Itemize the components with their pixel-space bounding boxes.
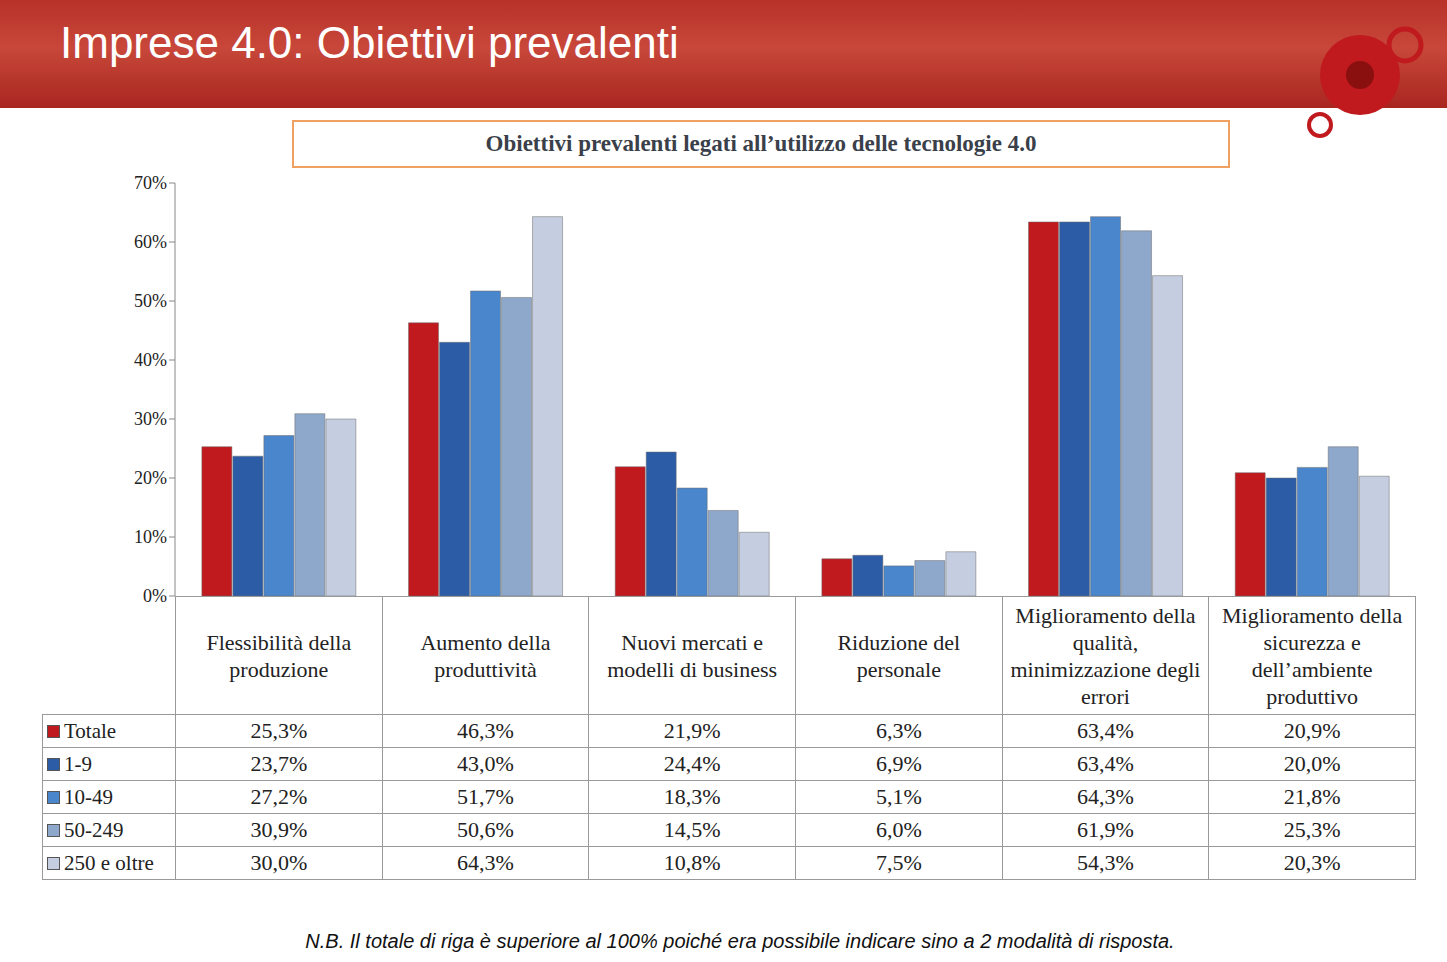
html-text:Nuovi mercati e modelli di bus: Nuovi mercati e modelli di business xyxy=(607,629,778,682)
html-text:24,4%: 24,4% xyxy=(663,751,721,776)
html-text:Totale: Totale xyxy=(64,718,117,743)
html-text:23,7%: 23,7% xyxy=(250,751,308,776)
svg-text:30%: 30% xyxy=(134,409,167,429)
svg-text:0%: 0% xyxy=(143,586,167,607)
html-text:5,1%: 5,1% xyxy=(875,784,922,809)
html-text:N.B. Il totale di riga è super: N.B. Il totale di riga è superiore al 10… xyxy=(305,930,1175,952)
html-text:6,9%: 6,9% xyxy=(875,751,922,776)
html-text:Flessibilità della produzione: Flessibilità della produzione xyxy=(206,629,352,682)
html-text:1-9: 1-9 xyxy=(64,751,92,776)
html-text:63,4%: 63,4% xyxy=(1077,718,1134,743)
html-text:21,9%: 21,9% xyxy=(663,718,721,743)
html-text:50-249: 50-249 xyxy=(64,817,124,842)
html-text:6,3%: 6,3% xyxy=(875,718,922,743)
html-text:27,2%: 27,2% xyxy=(250,784,308,809)
html-text:18,3%: 18,3% xyxy=(663,784,721,809)
html-text:Imprese 4.0: Obiettivi prevale: Imprese 4.0: Obiettivi prevalenti xyxy=(60,18,679,67)
html-text:7,5%: 7,5% xyxy=(875,850,922,875)
html-text:64,3%: 64,3% xyxy=(1077,784,1134,809)
html-text:21,8%: 21,8% xyxy=(1283,784,1341,809)
svg-text:10%: 10% xyxy=(134,527,167,547)
html-text:30,9%: 30,9% xyxy=(250,817,308,842)
html-text:250 e oltre: 250 e oltre xyxy=(64,850,154,875)
html-text:20,9%: 20,9% xyxy=(1283,718,1341,743)
html-text:Miglioramento della qualità, m: Miglioramento della qualità, minimizzazi… xyxy=(1010,602,1201,709)
html-text:10-49: 10-49 xyxy=(64,784,113,809)
html-text:20,0%: 20,0% xyxy=(1283,751,1341,776)
html-text:Aumento della produttività: Aumento della produttività xyxy=(420,629,551,682)
svg-text:20%: 20% xyxy=(134,468,167,488)
html-text:14,5%: 14,5% xyxy=(663,817,721,842)
html-text:Riduzione del personale: Riduzione del personale xyxy=(837,629,961,682)
html-text:63,4%: 63,4% xyxy=(1077,751,1134,776)
html-text:30,0%: 30,0% xyxy=(250,850,308,875)
html-text:54,3%: 54,3% xyxy=(1077,850,1134,875)
html-text:50,6%: 50,6% xyxy=(457,817,514,842)
html-text:10,8%: 10,8% xyxy=(663,850,721,875)
svg-text:50%: 50% xyxy=(134,291,167,311)
html-text:Obiettivi prevalenti legati al: Obiettivi prevalenti legati all’utilizzo… xyxy=(485,131,1037,156)
html-text:51,7%: 51,7% xyxy=(457,784,514,809)
html-text:6,0%: 6,0% xyxy=(875,817,922,842)
html-text:25,3%: 25,3% xyxy=(1283,817,1341,842)
html-text:Miglioramento della sicurezza: Miglioramento della sicurezza e dell’amb… xyxy=(1222,602,1403,709)
svg-text:40%: 40% xyxy=(134,350,167,370)
svg-text:70%: 70% xyxy=(134,173,167,193)
svg-text:60%: 60% xyxy=(134,232,167,252)
html-text:46,3%: 46,3% xyxy=(457,718,514,743)
html-text:20,3%: 20,3% xyxy=(1283,850,1341,875)
html-text:64,3%: 64,3% xyxy=(457,850,514,875)
html-text:61,9%: 61,9% xyxy=(1077,817,1134,842)
html-text:25,3%: 25,3% xyxy=(250,718,308,743)
html-text:43,0%: 43,0% xyxy=(457,751,514,776)
